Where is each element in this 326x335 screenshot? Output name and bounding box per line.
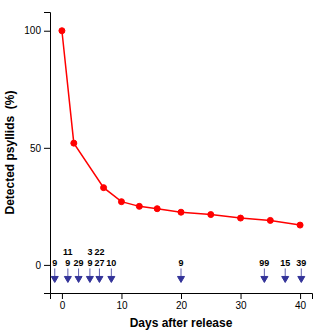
x-tick: 30 (235, 293, 247, 311)
x-axis: 0 10 20 30 40 (51, 293, 313, 311)
data-line (62, 31, 300, 225)
annotation-arrow-head (298, 276, 305, 282)
annotation-label-above: 11 (63, 247, 73, 257)
y-axis-line (44, 13, 51, 294)
data-point (208, 212, 214, 218)
data-layer (59, 28, 303, 228)
y-axis: 0 50 100 (24, 13, 50, 294)
annotation-label: 39 (296, 258, 306, 268)
x-tick-mark (300, 293, 301, 299)
annotation-arrow-head (178, 276, 185, 282)
annotation-arrow-stem (301, 268, 302, 276)
x-axis-line (51, 294, 313, 300)
y-tick-mark (44, 265, 50, 266)
plot-root: 010203040050100991129932722109991539 (24, 13, 312, 312)
y-tick-mark (44, 31, 50, 32)
x-tick-mark (241, 293, 242, 299)
x-tick-mark (121, 293, 122, 299)
annotation-arrow-stem (99, 268, 100, 276)
annotation-arrow-stem (181, 268, 182, 276)
data-point (59, 28, 65, 34)
x-tick: 40 (295, 293, 307, 311)
data-point (297, 222, 303, 228)
y-tick-mark (44, 148, 50, 149)
y-tick-label: 100 (24, 25, 41, 36)
annotation-label: 29 (74, 258, 84, 268)
x-tick: 0 (60, 293, 66, 311)
data-point (267, 217, 273, 223)
annotation-arrow-head (96, 276, 103, 282)
y-tick: 50 (30, 143, 50, 154)
annotation-label: 15 (280, 258, 290, 268)
annotation-label: 9 (52, 258, 57, 268)
x-tick-label: 20 (176, 300, 188, 311)
data-point (71, 140, 77, 146)
y-axis-title: Detected psyllids (%) (3, 90, 17, 214)
chart-container: 010203040050100991129932722109991539Days… (0, 0, 326, 335)
y-tick-label: 50 (30, 143, 42, 154)
annotation-arrow-head (51, 276, 58, 282)
data-point (238, 215, 244, 221)
annotations: 991129932722109991539 (51, 247, 306, 282)
x-tick-mark (181, 293, 182, 299)
annotation-label: 99 (259, 258, 269, 268)
annotation-arrow-head (261, 276, 268, 282)
x-tick: 20 (176, 293, 188, 311)
annotation-arrow-stem (285, 268, 286, 276)
annotation-arrow-head (108, 276, 115, 282)
x-tick-label: 10 (116, 300, 128, 311)
data-point (136, 203, 142, 209)
annotation-label: 10 (106, 258, 116, 268)
annotation-arrow-head (282, 276, 289, 282)
annotation-label: 9 (87, 258, 92, 268)
annotation-arrow-head (86, 276, 93, 282)
y-tick-label: 0 (35, 260, 41, 271)
annotation-label-above: 3 (87, 247, 92, 257)
data-point (154, 206, 160, 212)
annotation-label: 9 (65, 258, 70, 268)
y-tick: 100 (24, 25, 50, 36)
annotation-arrow-head (75, 276, 82, 282)
annotation-arrow-head (64, 276, 71, 282)
x-tick-label: 30 (235, 300, 247, 311)
annotation-label: 27 (94, 258, 104, 268)
annotation-label-above: 22 (94, 247, 104, 257)
y-tick: 0 (35, 260, 50, 271)
x-tick-label: 40 (295, 300, 307, 311)
x-tick-mark (62, 293, 63, 299)
x-tick-label: 0 (60, 300, 66, 311)
chart-svg: 010203040050100991129932722109991539Days… (0, 0, 326, 335)
annotation-arrow-stem (89, 268, 90, 276)
annotation-arrow-stem (78, 268, 79, 276)
x-axis-title: Days after release (130, 316, 233, 330)
annotation-arrow-stem (67, 268, 68, 276)
data-point (178, 209, 184, 215)
data-point (118, 199, 124, 205)
annotation-arrow-stem (264, 268, 265, 276)
annotation-arrow-stem (111, 268, 112, 276)
annotation-arrow-stem (54, 268, 55, 276)
data-point (101, 185, 107, 191)
x-tick: 10 (116, 293, 128, 311)
annotation-label: 9 (178, 258, 183, 268)
